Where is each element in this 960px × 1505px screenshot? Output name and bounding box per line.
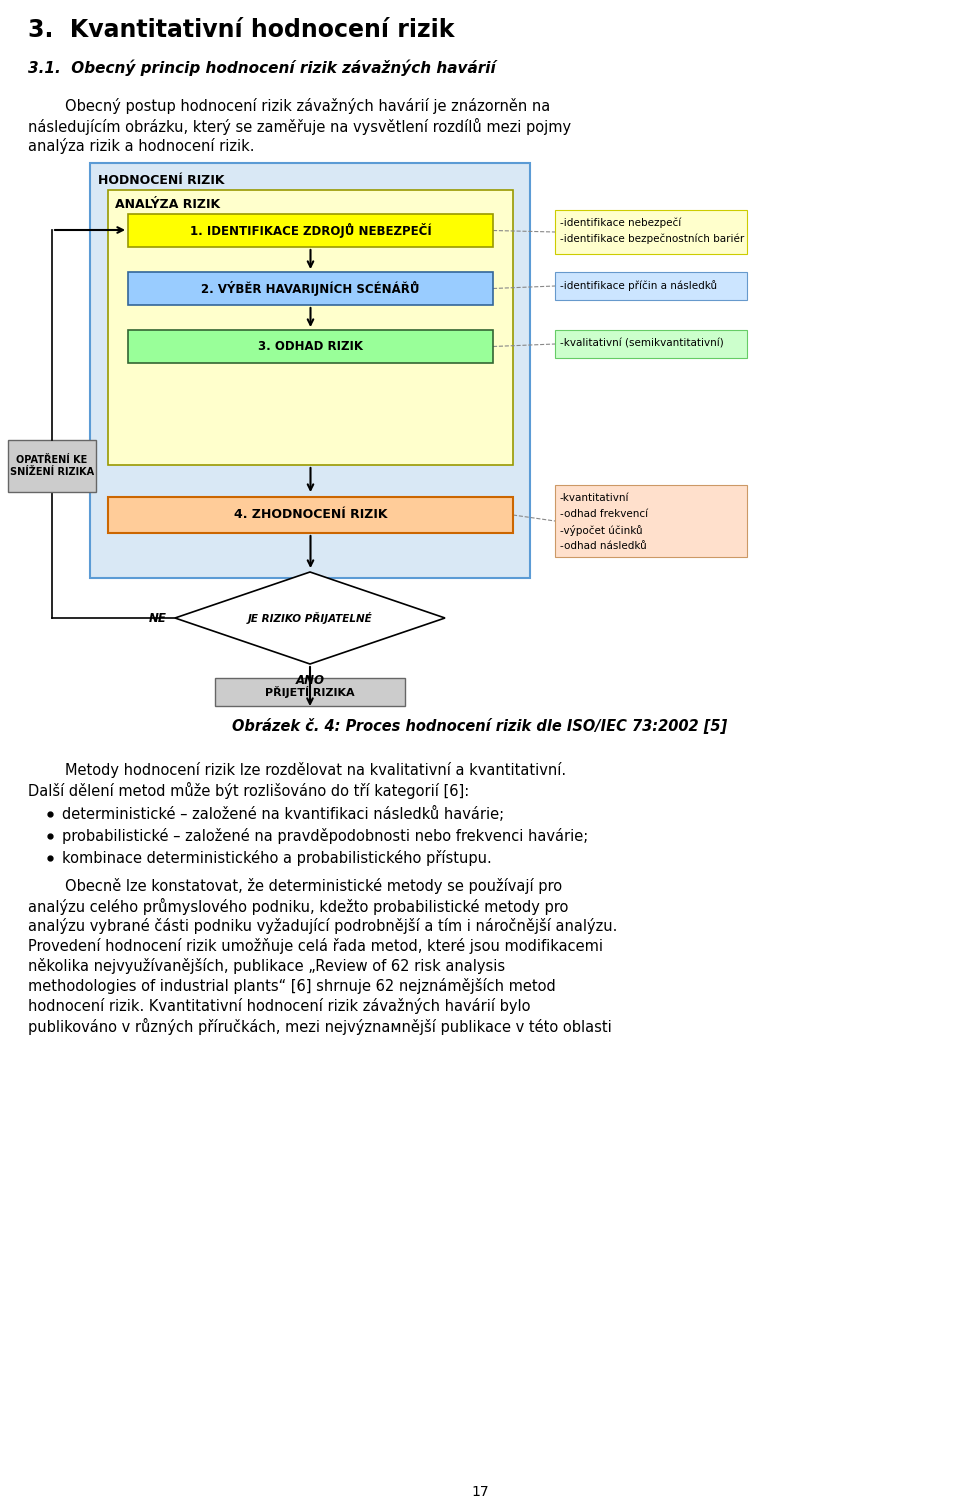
Text: 2. VÝBĚR HAVARIJNÍCH SCÉNÁŘŮ: 2. VÝBĚR HAVARIJNÍCH SCÉNÁŘŮ (202, 281, 420, 296)
Text: -kvalitativní (semikvantitativní): -kvalitativní (semikvantitativní) (560, 339, 724, 349)
Bar (128, 330, 493, 363)
Text: deterministické – založené na kvantifikaci následků havárie;: deterministické – založené na kvantifika… (62, 807, 504, 822)
Text: Provedení hodnocení rizik umožňuje celá řada metod, které jsou modifikacemi: Provedení hodnocení rizik umožňuje celá … (28, 938, 603, 954)
Text: PŘIJETÍ RIZIKA: PŘIJETÍ RIZIKA (265, 686, 355, 698)
Bar (8, 439, 96, 492)
Text: -odhad následků: -odhad následků (560, 540, 647, 551)
Bar (108, 190, 513, 465)
Text: -identifikace nebezpečí: -identifikace nebezpečí (560, 218, 682, 229)
Text: 17: 17 (471, 1485, 489, 1499)
Text: HODNOCENÍ RIZIK: HODNOCENÍ RIZIK (98, 173, 225, 187)
Bar (90, 163, 530, 578)
Text: Obecný postup hodnocení rizik závažných havárií je znázorněn na: Obecný postup hodnocení rizik závažných … (28, 98, 550, 114)
Text: ANALÝZA RIZIK: ANALÝZA RIZIK (115, 199, 220, 212)
Bar (108, 497, 513, 533)
Text: methodologies of industrial plants“ [6] shrnuje 62 nejznámějších metod: methodologies of industrial plants“ [6] … (28, 978, 556, 993)
Text: hodnocení rizik. Kvantitativní hodnocení rizik závažných havárií bylo: hodnocení rizik. Kvantitativní hodnocení… (28, 998, 531, 1014)
Text: 4. ZHODNOCENÍ RIZIK: 4. ZHODNOCENÍ RIZIK (233, 509, 387, 522)
Polygon shape (175, 572, 445, 664)
Text: Metody hodnocení rizik lze rozdělovat na kvalitativní a kvantitativní.: Metody hodnocení rizik lze rozdělovat na… (28, 762, 566, 778)
Text: NE: NE (149, 611, 167, 625)
Bar (555, 485, 747, 557)
Text: analýzu celého průmyslového podniku, kdežto probabilistické metody pro: analýzu celého průmyslového podniku, kde… (28, 898, 568, 915)
Text: analýza rizik a hodnocení rizik.: analýza rizik a hodnocení rizik. (28, 138, 254, 154)
Text: -odhad frekvencí: -odhad frekvencí (560, 509, 648, 519)
Text: -výpočet účinků: -výpočet účinků (560, 525, 642, 536)
Text: 3.  Kvantitativní hodnocení rizik: 3. Kvantitativní hodnocení rizik (28, 18, 454, 42)
Text: Další dělení metod může být rozlišováno do tří kategorií [6]:: Další dělení metod může být rozlišováno … (28, 783, 469, 799)
Text: 1. IDENTIFIKACE ZDROJŮ NEBEZPEČÍ: 1. IDENTIFIKACE ZDROJŮ NEBEZPEČÍ (190, 223, 431, 238)
Text: Obecně lze konstatovat, že deterministické metody se používají pro: Obecně lze konstatovat, že deterministic… (28, 877, 563, 894)
Text: následujícím obrázku, který se zaměřuje na vysvětlení rozdílů mezi pojmy: následujícím obrázku, který se zaměřuje … (28, 117, 571, 135)
Bar (215, 677, 405, 706)
Text: -identifikace příčin a následků: -identifikace příčin a následků (560, 280, 717, 292)
Text: Obrázek č. 4: Proces hodnocení rizik dle ISO/IEC 73:2002 [5]: Obrázek č. 4: Proces hodnocení rizik dle… (232, 718, 728, 734)
Bar (555, 330, 747, 358)
Bar (555, 272, 747, 299)
Text: analýzu vybrané části podniku vyžadující podrobnější a tím i náročnější analýzu.: analýzu vybrané části podniku vyžadující… (28, 918, 617, 935)
Bar (128, 214, 493, 247)
Text: kombinace deterministického a probabilistického přístupu.: kombinace deterministického a probabilis… (62, 850, 492, 865)
Text: několika nejvyužívanějších, publikace „Review of 62 risk analysis: několika nejvyužívanějších, publikace „R… (28, 959, 505, 974)
Text: JE RIZIKO PŘIJATELNÉ: JE RIZIKO PŘIJATELNÉ (248, 613, 372, 625)
Text: 3.1.  Obecný princip hodnocení rizik závažných havárií: 3.1. Obecný princip hodnocení rizik záva… (28, 60, 495, 77)
Text: publikováno v různých příručkách, mezi nejvýznамnější publikace v této oblasti: publikováno v různých příručkách, mezi n… (28, 1017, 612, 1035)
Bar (555, 211, 747, 254)
Text: probabilistické – založené na pravděpodobnosti nebo frekvenci havárie;: probabilistické – založené na pravděpodo… (62, 828, 588, 844)
Bar (128, 272, 493, 306)
Text: 3. ODHAD RIZIK: 3. ODHAD RIZIK (258, 340, 363, 354)
Text: OPATŘENÍ KE
SNÍŽENÍ RIZIKA: OPATŘENÍ KE SNÍŽENÍ RIZIKA (10, 455, 94, 477)
Text: -identifikace bezpečnostních bariér: -identifikace bezpečnostních bariér (560, 233, 744, 244)
Text: -kvantitativní: -kvantitativní (560, 494, 630, 503)
Text: ANO: ANO (296, 674, 324, 686)
